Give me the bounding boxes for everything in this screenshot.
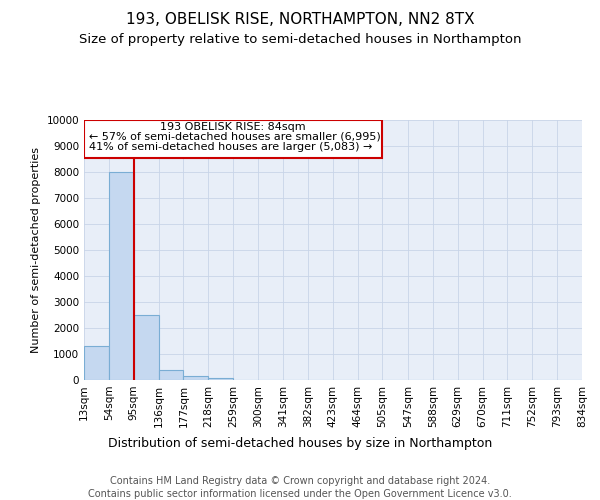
Bar [184, 376, 208, 380]
Text: 41% of semi-detached houses are larger (5,083) →: 41% of semi-detached houses are larger (… [89, 142, 372, 152]
Bar [84, 346, 109, 380]
Bar [208, 378, 233, 380]
Text: Contains HM Land Registry data © Crown copyright and database right 2024.: Contains HM Land Registry data © Crown c… [110, 476, 490, 486]
Text: ← 57% of semi-detached houses are smaller (6,995): ← 57% of semi-detached houses are smalle… [89, 132, 380, 141]
Bar [109, 172, 134, 380]
Text: Distribution of semi-detached houses by size in Northampton: Distribution of semi-detached houses by … [108, 438, 492, 450]
Text: 193 OBELISK RISE: 84sqm: 193 OBELISK RISE: 84sqm [160, 122, 306, 132]
Bar [134, 315, 158, 380]
Text: Contains public sector information licensed under the Open Government Licence v3: Contains public sector information licen… [88, 489, 512, 499]
Y-axis label: Number of semi-detached properties: Number of semi-detached properties [31, 147, 41, 353]
Bar [158, 370, 184, 380]
FancyBboxPatch shape [84, 120, 382, 158]
Text: Size of property relative to semi-detached houses in Northampton: Size of property relative to semi-detach… [79, 32, 521, 46]
Text: 193, OBELISK RISE, NORTHAMPTON, NN2 8TX: 193, OBELISK RISE, NORTHAMPTON, NN2 8TX [125, 12, 475, 28]
